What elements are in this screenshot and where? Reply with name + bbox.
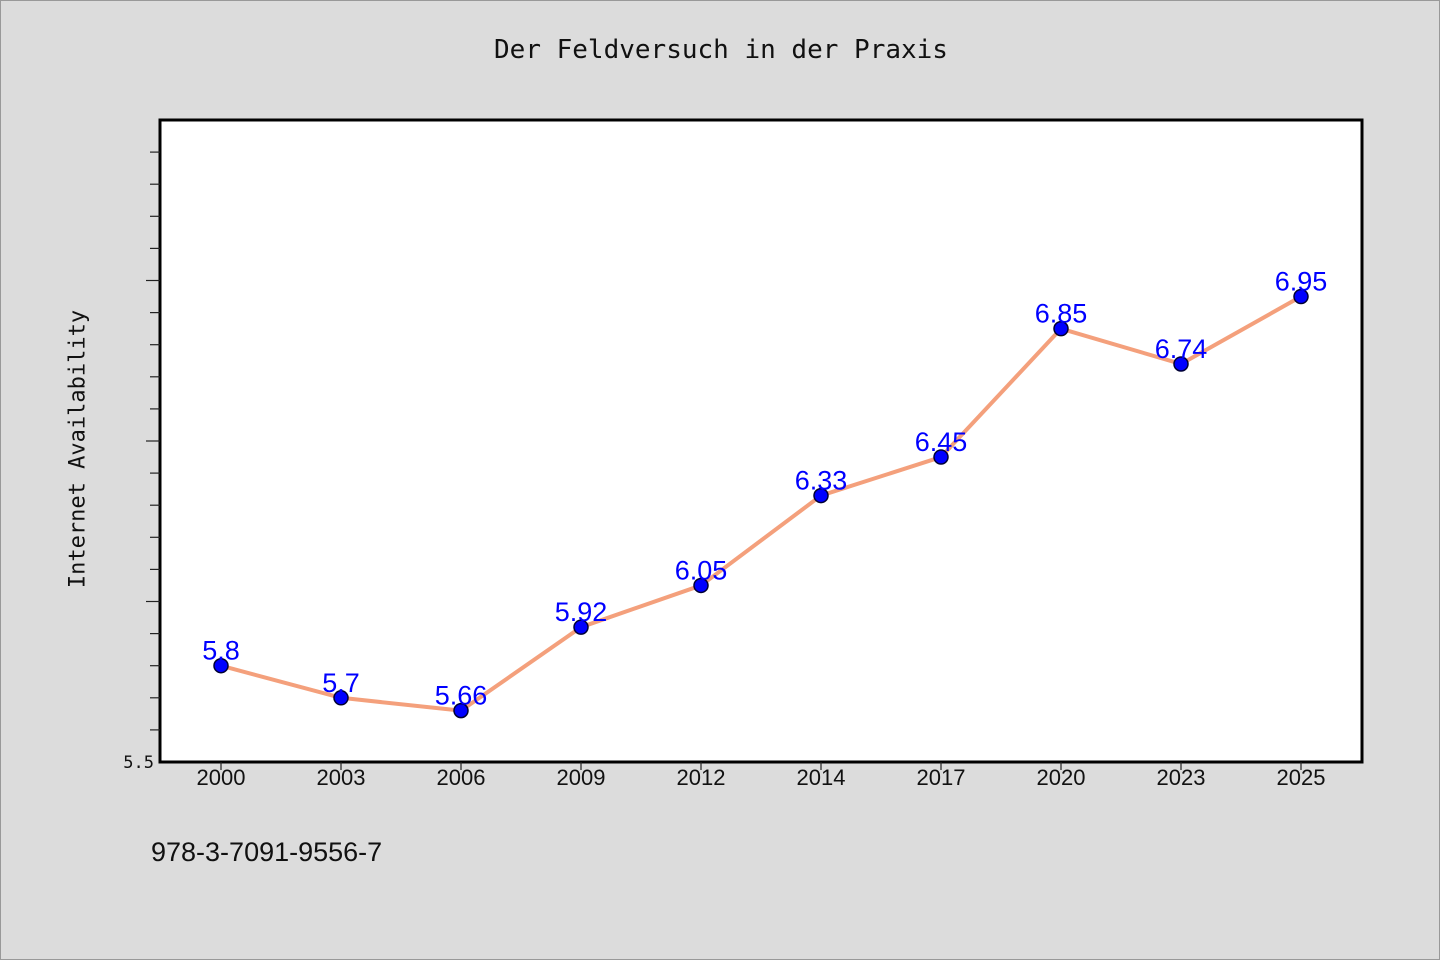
data-point	[573, 619, 589, 635]
data-label: 6.05	[675, 555, 728, 585]
data-label: 5.92	[555, 597, 608, 627]
plot-area	[158, 118, 1364, 764]
data-point	[333, 690, 349, 706]
series-line	[219, 294, 1303, 713]
x-tick-label: 2003	[317, 765, 366, 790]
chart-title: Der Feldversuch in der Praxis	[494, 35, 948, 65]
data-label: 5.66	[435, 681, 488, 711]
data-label: 5.7	[322, 668, 360, 698]
data-point	[213, 657, 229, 674]
data-label: 6.33	[795, 466, 848, 496]
isbn-code: 978-3-7091-9556-7	[151, 837, 383, 867]
data-point	[693, 577, 709, 594]
data-point	[1053, 320, 1069, 337]
x-tick-label: 2012	[677, 765, 726, 790]
data-label: 6.45	[915, 427, 968, 457]
x-tick-label: 2020	[1037, 765, 1086, 790]
x-tick-label: 2023	[1157, 765, 1206, 790]
data-label: 6.95	[1275, 267, 1328, 297]
x-tick-label: 2009	[557, 765, 606, 790]
data-label: 6.85	[1035, 299, 1088, 329]
x-tick-label: 2006	[437, 765, 486, 790]
data-point	[1293, 288, 1309, 305]
data-label: 5.8	[202, 636, 240, 666]
data-label: 6.74	[1155, 334, 1208, 364]
data-point	[453, 702, 469, 719]
data-point	[933, 449, 949, 465]
x-tick-label: 2000	[197, 765, 246, 790]
y-tick-label: 5.5	[123, 753, 154, 773]
x-tick-label: 2014	[797, 765, 846, 790]
x-tick-label: 2025	[1277, 765, 1326, 790]
x-tick-label: 2017	[917, 765, 966, 790]
data-point	[1173, 356, 1189, 372]
data-point	[813, 487, 829, 504]
